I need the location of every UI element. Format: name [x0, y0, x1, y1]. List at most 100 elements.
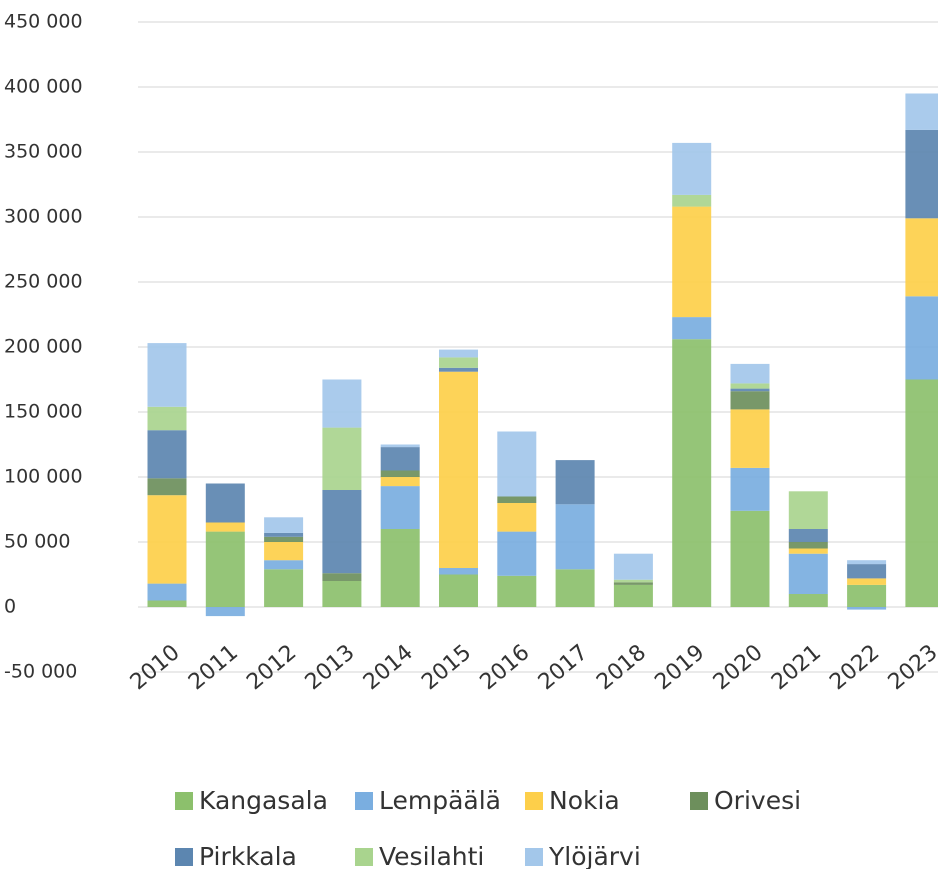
bar-segment	[613, 584, 653, 607]
bar-segment	[672, 317, 712, 340]
legend-swatch	[175, 792, 193, 810]
bar-segment	[205, 607, 245, 617]
bar-segment	[147, 343, 187, 407]
bar-segment	[264, 560, 304, 570]
bar-segment	[730, 467, 770, 511]
y-tick-label: 200 000	[4, 336, 83, 358]
bar-segment	[788, 529, 828, 542]
bar-segment	[672, 142, 712, 195]
bar-segment	[264, 532, 304, 537]
x-tick-label: 2013	[301, 640, 360, 695]
y-tick-label: 400 000	[4, 76, 83, 98]
bar-segment	[322, 573, 362, 581]
bar-segment	[730, 409, 770, 468]
x-tick-label: 2021	[767, 640, 826, 695]
bar-segment	[322, 379, 362, 428]
y-tick-label: -50 000	[4, 661, 77, 683]
bar-segment	[788, 553, 828, 594]
y-tick-label: 0	[4, 596, 16, 618]
bar-segment	[264, 517, 304, 533]
bar-segment	[147, 600, 187, 607]
bar-segment	[613, 579, 653, 583]
bar-segment	[788, 542, 828, 549]
bar-segment	[322, 581, 362, 607]
bar-segment	[147, 583, 187, 601]
bar-segment	[439, 568, 478, 575]
bar-segment	[730, 363, 770, 384]
bar-segment	[380, 470, 420, 477]
legend-label: Ylöjärvi	[548, 842, 641, 869]
bar-segment	[439, 367, 478, 372]
bar-segment	[788, 548, 828, 554]
bar-segment	[497, 431, 537, 497]
bar-segment	[788, 594, 828, 607]
y-tick-label: 450 000	[4, 11, 83, 33]
legend-label: Kangasala	[199, 786, 328, 815]
legend-swatch	[525, 848, 543, 866]
bar-segment	[205, 522, 245, 532]
bar-segment	[613, 582, 653, 585]
bar-segment	[847, 564, 887, 579]
bar-segment	[905, 93, 938, 130]
bar-segment	[847, 607, 887, 610]
bar-segment	[380, 477, 420, 487]
legend-label: Orivesi	[714, 786, 801, 815]
bar-segment	[905, 296, 938, 380]
x-tick-label: 2011	[184, 640, 243, 695]
bar-segment	[439, 349, 478, 358]
x-tick-label: 2020	[709, 640, 768, 695]
y-tick-label: 250 000	[4, 271, 83, 293]
y-tick-label: 350 000	[4, 141, 83, 163]
bar-segment	[322, 490, 362, 574]
legend-swatch	[175, 848, 193, 866]
bar-segment	[730, 510, 770, 607]
y-tick-label: 100 000	[4, 466, 83, 488]
bar-segment	[147, 495, 187, 584]
bar-segment	[730, 391, 770, 410]
bar-segment	[905, 218, 938, 297]
legend-swatch	[525, 792, 543, 810]
bar-segment	[730, 388, 770, 392]
bar-segment	[380, 444, 420, 448]
bar-segment	[613, 553, 653, 580]
bar-segment	[380, 486, 420, 529]
x-tick-label: 2016	[476, 640, 535, 695]
bar-segment	[264, 536, 304, 542]
x-tick-label: 2010	[126, 640, 185, 695]
bar-segment	[497, 503, 537, 532]
bar-segment	[147, 406, 187, 431]
bar-segment	[322, 427, 362, 490]
bar-segment	[672, 206, 712, 318]
x-tick-label: 2019	[650, 640, 709, 695]
bar-segment	[847, 578, 887, 585]
bar-segment	[555, 460, 595, 505]
bar-segment	[264, 542, 304, 561]
bar-segment	[380, 529, 420, 607]
bar-segment	[847, 560, 887, 565]
bar-segment	[205, 531, 245, 607]
x-tick-label: 2017	[534, 640, 593, 695]
x-tick-label: 2015	[417, 640, 476, 695]
bar-segment	[730, 383, 770, 389]
bar-segment	[205, 483, 245, 523]
bar-segment	[264, 569, 304, 607]
bar-segment	[847, 584, 887, 607]
legend-label: Vesilahti	[379, 842, 484, 869]
bar-segment	[497, 575, 537, 607]
bar-segment	[905, 129, 938, 219]
legend-label: Pirkkala	[199, 842, 297, 869]
y-tick-label: 150 000	[4, 401, 83, 423]
bar-segment	[497, 496, 537, 503]
x-tick-label: 2014	[359, 640, 418, 695]
y-tick-label: 50 000	[4, 531, 70, 553]
bar-segment	[672, 194, 712, 207]
bar-segment	[439, 357, 478, 368]
x-tick-label: 2022	[825, 640, 884, 695]
x-tick-label: 2012	[242, 640, 301, 695]
bar-segment	[788, 491, 828, 529]
bar-segment	[439, 371, 478, 568]
bar-segment	[672, 339, 712, 607]
x-tick-label: 2018	[592, 640, 651, 695]
bar-segment	[555, 569, 595, 607]
